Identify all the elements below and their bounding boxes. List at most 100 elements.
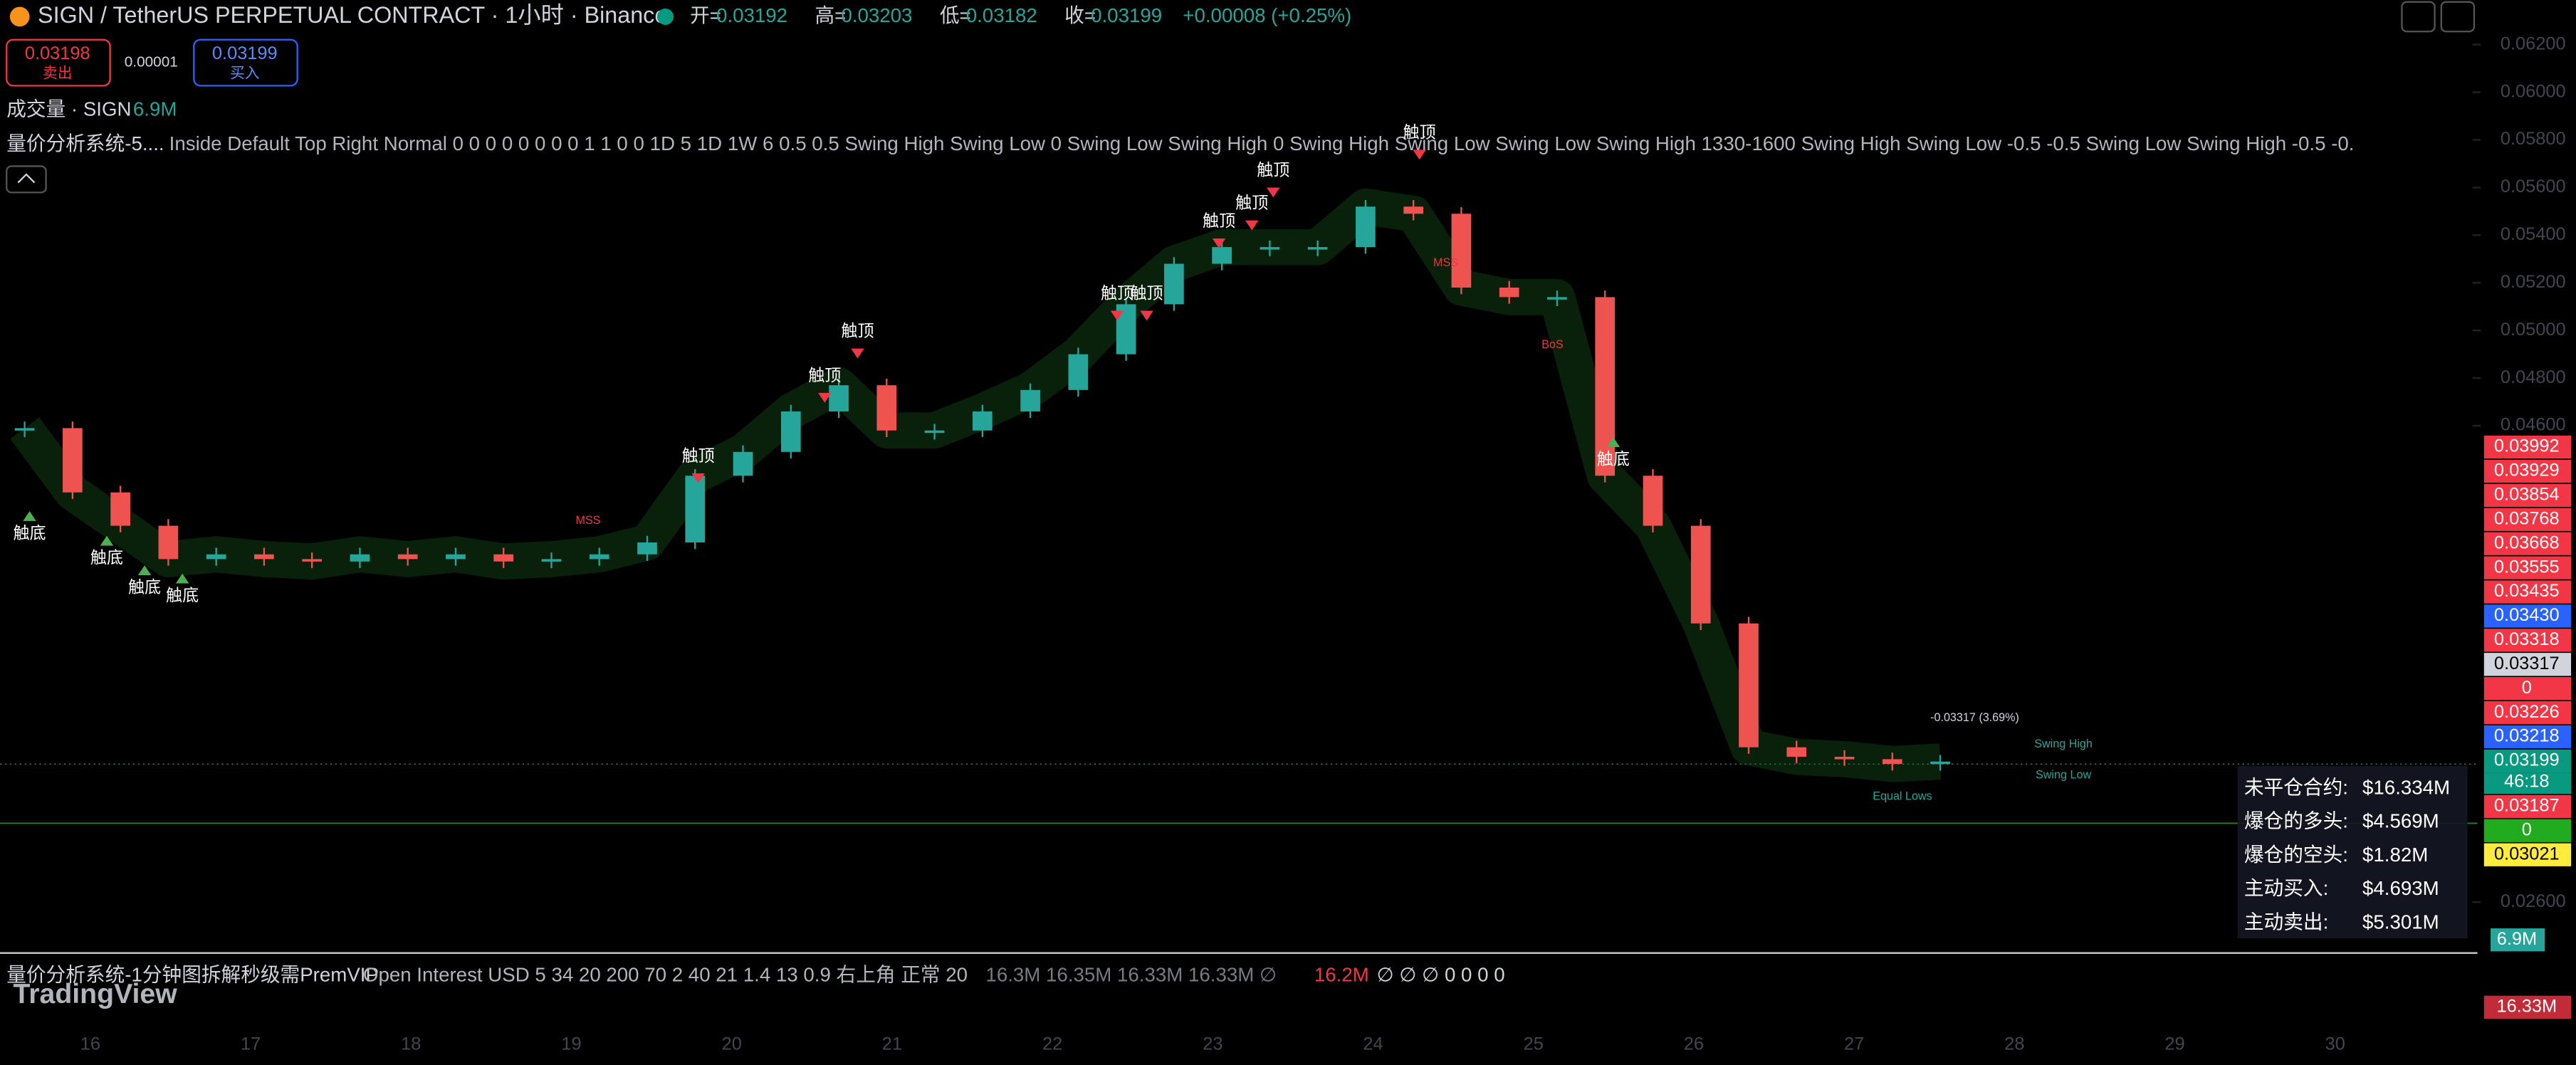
info-label: 主动卖出: bbox=[2244, 911, 2328, 933]
price-tag: 0.03318 bbox=[2494, 629, 2560, 649]
annotation: 触顶 bbox=[1131, 284, 1163, 303]
y-tick-label: 0.05600 bbox=[2501, 177, 2566, 196]
download-button[interactable] bbox=[2401, 1, 2436, 33]
price-tag: 0.03929 bbox=[2494, 461, 2560, 481]
x-tick-label: 29 bbox=[2164, 1034, 2184, 1054]
price-tag-bg bbox=[2483, 508, 2572, 531]
sell-price: 0.03198 bbox=[25, 43, 90, 63]
annotation: 触顶 bbox=[1257, 160, 1289, 179]
ohlc-label: 开= bbox=[690, 4, 721, 26]
x-tick-label: 16 bbox=[80, 1034, 100, 1054]
price-tag: 0.03854 bbox=[2494, 485, 2560, 505]
ohlc-value: 0.03182 bbox=[966, 4, 1037, 26]
candle bbox=[1643, 476, 1663, 526]
candle bbox=[1451, 214, 1472, 288]
y-tick-label: 0.05400 bbox=[2501, 224, 2566, 244]
indicator-params: Inside Default Top Right Normal 0 0 0 0 … bbox=[169, 132, 2355, 154]
x-tick-label: 27 bbox=[1844, 1034, 1864, 1054]
price-tag-bg bbox=[2483, 556, 2572, 579]
candle bbox=[1212, 247, 1232, 264]
spread: 0.00001 bbox=[125, 54, 178, 70]
price-tag: 0 bbox=[2522, 678, 2532, 698]
y-tick-label: 0.05800 bbox=[2501, 129, 2566, 149]
candle bbox=[829, 385, 849, 411]
price-tag: 0.03021 bbox=[2494, 844, 2560, 864]
candle bbox=[1690, 525, 1711, 624]
info-box bbox=[2237, 765, 2468, 938]
candle bbox=[780, 411, 801, 452]
price-tag-bg bbox=[2483, 725, 2572, 749]
price-tag: 0.03555 bbox=[2494, 557, 2560, 577]
annotation: 触顶 bbox=[1101, 284, 1133, 303]
y-tick-label: 0.05200 bbox=[2501, 272, 2566, 292]
oi-tag: 16.33M bbox=[2496, 997, 2557, 1017]
top-marker bbox=[1110, 310, 1124, 321]
price-tag: 0.03187 bbox=[2494, 796, 2560, 816]
price-tag-bg bbox=[2483, 749, 2572, 773]
price-tag-bg bbox=[2483, 459, 2572, 483]
indicator-name[interactable]: 量价分析系统-5.... bbox=[6, 132, 164, 154]
info-value: $1.82M bbox=[2362, 844, 2428, 866]
candle bbox=[876, 385, 897, 431]
candle bbox=[1834, 757, 1855, 760]
candle bbox=[589, 554, 609, 560]
candle bbox=[1068, 354, 1089, 390]
price-tag-bg bbox=[2483, 483, 2572, 508]
annotation: 触底 bbox=[90, 548, 123, 567]
collapse-icon bbox=[17, 173, 36, 184]
annotation: Swing Low bbox=[2036, 769, 2091, 782]
candle bbox=[1020, 389, 1040, 411]
candle bbox=[1499, 287, 1519, 298]
price-tag-bg bbox=[2483, 843, 2572, 866]
volume-tag: 6.9M bbox=[2497, 929, 2537, 949]
ohlc-value: 0.03203 bbox=[841, 4, 912, 26]
oi-name: 量价分析系统-1分钟图拆解秒级需PremVIP bbox=[6, 963, 379, 985]
candle bbox=[63, 428, 83, 493]
y-tick-label: 0.05000 bbox=[2501, 320, 2566, 340]
top-marker bbox=[691, 473, 705, 483]
price-tag-bg bbox=[2483, 677, 2572, 701]
oi-params: Open Interest USD 5 34 20 200 70 2 40 21… bbox=[363, 963, 968, 985]
price-tag-bg bbox=[2483, 701, 2572, 725]
buy-button[interactable] bbox=[193, 38, 298, 87]
annotation: 触底 bbox=[128, 578, 161, 597]
overlay: SIGN / TetherUS PERPETUAL CONTRACT · 1小时… bbox=[6, 1, 2572, 1054]
x-tick-label: 17 bbox=[241, 1034, 261, 1054]
x-tick-label: 20 bbox=[722, 1034, 742, 1054]
annotation: 触底 bbox=[166, 586, 199, 604]
annotation: 触底 bbox=[13, 523, 46, 542]
candle bbox=[254, 554, 274, 560]
price-tag: 0.03435 bbox=[2494, 581, 2560, 601]
candle bbox=[1547, 297, 1567, 300]
collapse-button[interactable] bbox=[6, 165, 47, 194]
fullscreen-button[interactable] bbox=[2440, 1, 2476, 33]
candle bbox=[1164, 263, 1184, 305]
annotation: 触顶 bbox=[841, 322, 874, 340]
candle bbox=[733, 451, 753, 476]
price-tag: 0.03199 bbox=[2494, 750, 2560, 770]
symbol-title: SIGN / TetherUS PERPETUAL CONTRACT · 1小时… bbox=[38, 2, 667, 28]
price-tag-bg bbox=[2483, 819, 2572, 842]
top-marker bbox=[1212, 238, 1226, 248]
logo: TradingView bbox=[13, 978, 177, 1009]
candle bbox=[446, 554, 466, 560]
top-marker bbox=[1267, 187, 1280, 198]
bottom-marker bbox=[100, 535, 114, 546]
sell-button[interactable] bbox=[6, 38, 111, 87]
ohlc: 开=0.03192 高=0.03203 低=0.03182 收=0.03199 +0.0… bbox=[690, 4, 1351, 26]
candle bbox=[685, 476, 706, 542]
top-marker bbox=[851, 348, 864, 359]
bottom-marker bbox=[23, 511, 36, 521]
price-tag-bg bbox=[2483, 604, 2572, 628]
x-tick-label: 19 bbox=[561, 1034, 581, 1054]
info-value: $5.301M bbox=[2362, 911, 2439, 933]
price-tag: 0.03430 bbox=[2494, 605, 2560, 625]
top-marker bbox=[818, 392, 832, 403]
bottom-marker bbox=[137, 565, 152, 575]
buy-price: 0.03199 bbox=[212, 43, 278, 63]
annotation: 触顶 bbox=[808, 366, 841, 384]
info-label: 未平仓合约: bbox=[2244, 776, 2348, 798]
annotation: 触顶 bbox=[1203, 211, 1235, 230]
